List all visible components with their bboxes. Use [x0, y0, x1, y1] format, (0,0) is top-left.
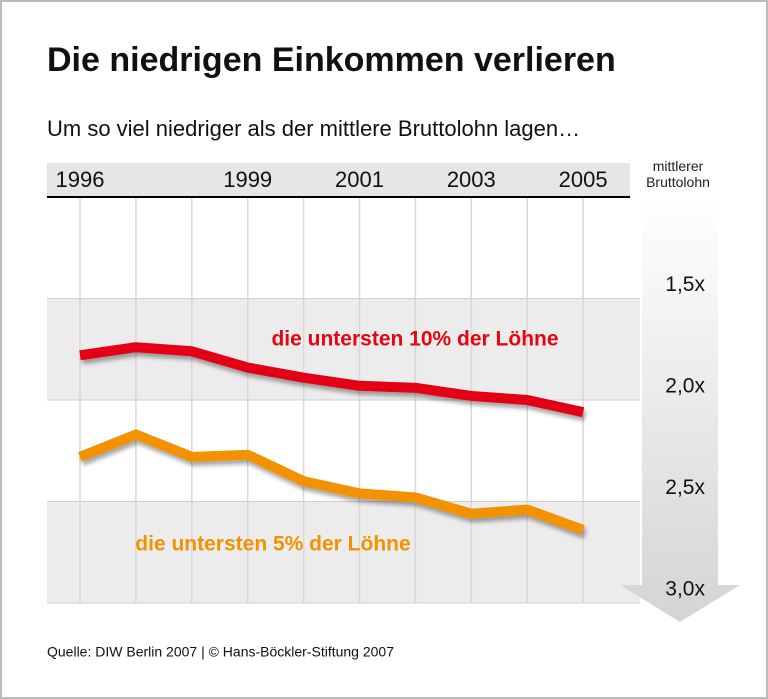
- x-tick-label: 2005: [559, 167, 608, 192]
- chart-title: Die niedrigen Einkommen verlieren: [47, 41, 616, 79]
- y-tick-label: 2,0x: [665, 375, 705, 398]
- x-tick-label: 1996: [56, 167, 105, 192]
- series-line: [78, 429, 585, 535]
- year-header: [47, 163, 630, 197]
- x-tick-label: 2003: [447, 167, 496, 192]
- source: Quelle: DIW Berlin 2007 | © Hans-Böckler…: [47, 644, 394, 660]
- chart-subtitle: Um so viel niedriger als der mittlere Br…: [47, 116, 580, 141]
- series-label: die untersten 10% der Löhne: [271, 328, 558, 351]
- y-axis-label: mittlerer Bruttolohn: [646, 158, 710, 190]
- y-tick-label: 2,5x: [665, 476, 705, 499]
- x-tick-label: 1999: [223, 167, 272, 192]
- x-tick-label: 2001: [335, 167, 384, 192]
- series-line: [79, 342, 585, 418]
- series-label: die untersten 5% der Löhne: [135, 533, 410, 556]
- y-tick-label: 3,0x: [665, 578, 705, 601]
- y-tick-label: 1,5x: [665, 273, 705, 296]
- down-arrow: [620, 197, 740, 622]
